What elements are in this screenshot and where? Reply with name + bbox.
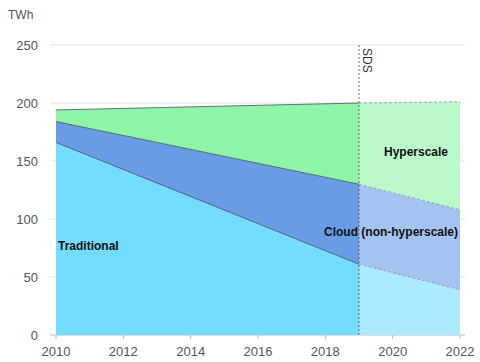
y-tick-label: 0 (31, 328, 38, 343)
x-tick-label: 2012 (109, 344, 138, 359)
boundary-line (56, 122, 359, 185)
y-tick-label: 100 (16, 212, 38, 227)
annotation: SDS (360, 48, 374, 73)
boundary-line (359, 102, 460, 103)
x-tick (258, 335, 259, 339)
x-tick-label: 2022 (446, 344, 475, 359)
x-tick-label: 2014 (176, 344, 205, 359)
x-tick (392, 335, 393, 339)
series-label: Cloud (non-hyperscale) (324, 225, 458, 239)
x-tick-label: 2020 (378, 344, 407, 359)
boundary-line (359, 264, 460, 290)
y-axis-label: TWh (8, 8, 33, 22)
series-label: Traditional (58, 239, 119, 253)
y-tick-label: 50 (24, 270, 38, 285)
x-tick-label: 2016 (244, 344, 273, 359)
x-tick (190, 335, 191, 339)
boundary-line (359, 184, 460, 210)
y-tick-label: 200 (16, 96, 38, 111)
plot-area (56, 102, 460, 335)
series-label: Hyperscale (384, 145, 448, 159)
y-tick-label: 250 (16, 38, 38, 53)
boundary-line (56, 142, 359, 264)
x-tick (123, 335, 124, 339)
projection-shade (359, 102, 460, 335)
x-tick (56, 335, 57, 339)
x-tick-label: 2018 (311, 344, 340, 359)
annotation-line (359, 45, 360, 335)
grid-line (50, 45, 465, 46)
x-tick (460, 335, 461, 339)
x-tick-label: 2010 (42, 344, 71, 359)
x-tick (325, 335, 326, 339)
y-tick-label: 150 (16, 154, 38, 169)
boundary-line (56, 103, 359, 110)
chart: 0 50 100 150 200 250 2010 2012 2014 2016 2018 2020 2… (0, 0, 480, 362)
